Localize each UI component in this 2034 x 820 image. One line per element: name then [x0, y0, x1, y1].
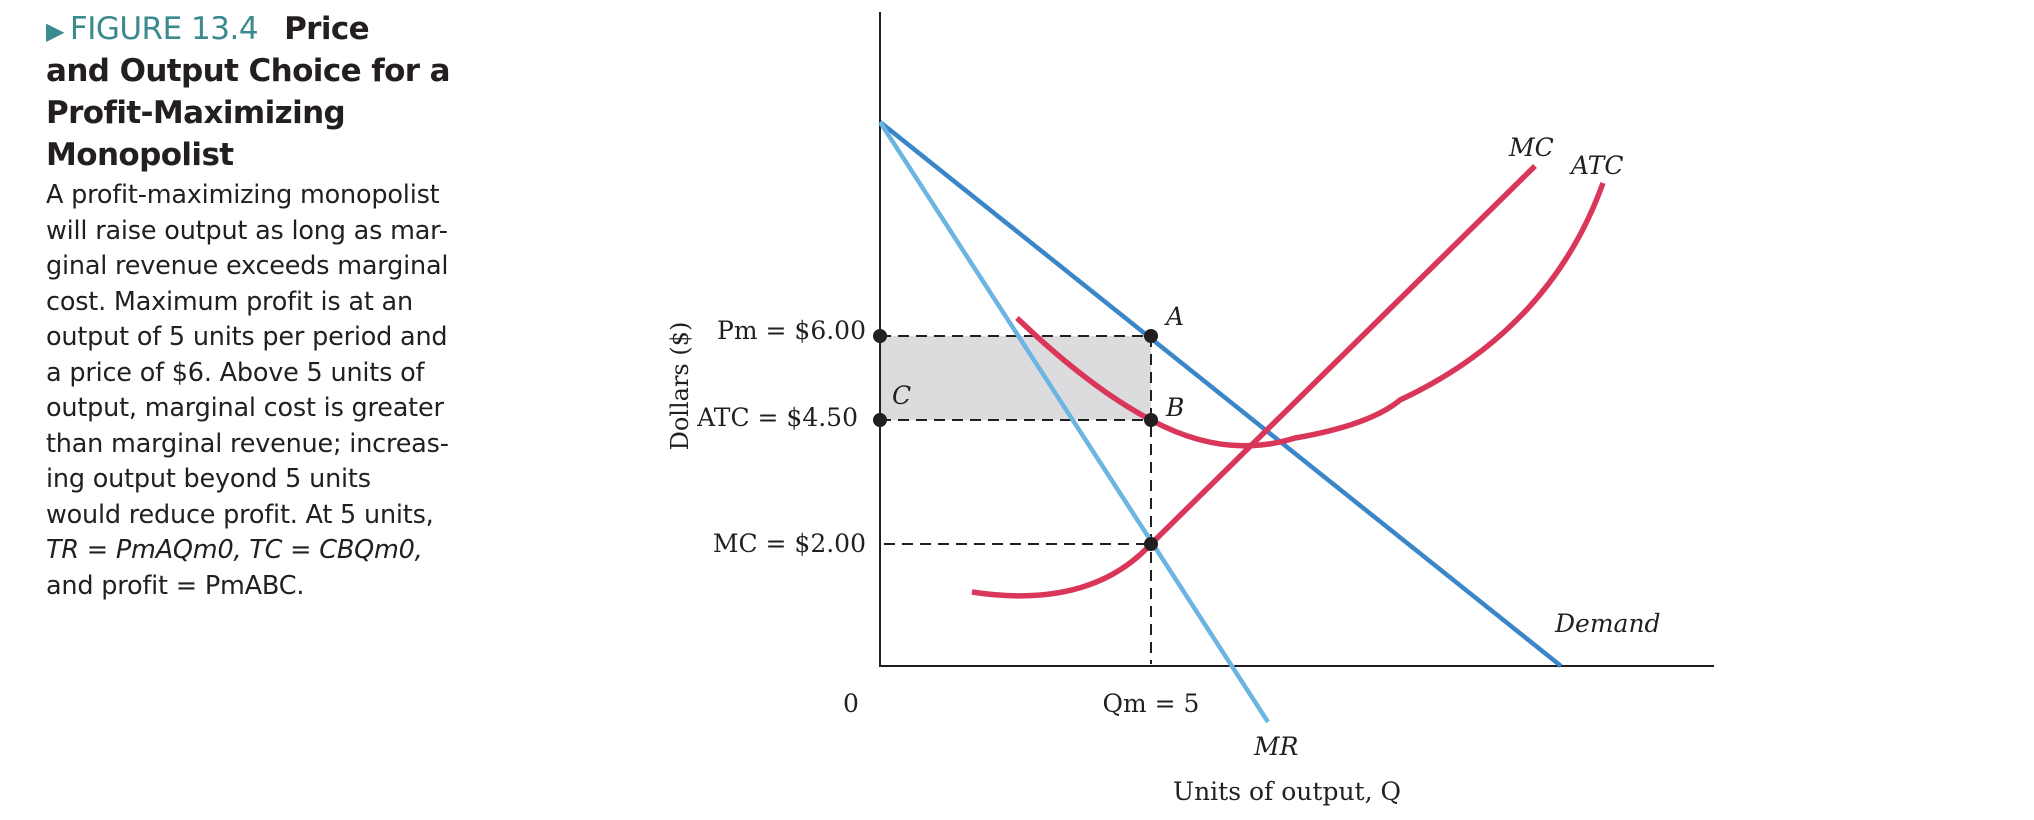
caption-equation-line: TR = PmAQm0, TC = CBQm0, [46, 535, 423, 565]
figure-number: FIGURE 13.4 [69, 11, 259, 47]
point-a [1144, 329, 1158, 343]
caption-line: A profit-maximizing monopolist [46, 180, 440, 210]
mr-curve-label: MR [1253, 732, 1298, 761]
atc-curve-label: ATC [1569, 151, 1624, 180]
triangle-bullet-icon: ▶ [46, 17, 64, 45]
title-first-word: Price [284, 11, 370, 47]
atc-curve [1015, 182, 1606, 449]
pm-point [873, 329, 887, 343]
caption-line: will raise output as long as mar- [46, 215, 448, 246]
point-b-label: B [1165, 393, 1184, 422]
caption-line: ing output beyond 5 units [46, 464, 371, 494]
atc-point [873, 413, 887, 427]
demand-curve [878, 120, 1563, 668]
y-axis-label: Dollars ($) [666, 322, 694, 451]
caption-line: output, marginal cost is greater [46, 393, 444, 423]
caption-line: than marginal revenue; increas- [46, 428, 449, 459]
mc-point [1144, 537, 1158, 551]
points [873, 329, 1158, 551]
x-axis-label: Units of output, Q [1173, 777, 1401, 806]
pm-price-label: Pm = $6.00 [717, 316, 866, 345]
title-rest: and Output Choice for a Profit-Maximizin… [46, 53, 451, 173]
caption-line: ginal revenue exceeds marginal [46, 251, 449, 281]
caption-line: cost. Maximum profit is at an [46, 286, 413, 317]
figure-caption: ▶ FIGURE 13.4 Price and Output Choice for … [46, 8, 466, 604]
mc-curve-label: MC [1508, 133, 1554, 162]
caption-line: a price of $6. Above 5 units of [46, 357, 425, 388]
guide-lines [880, 335, 1152, 664]
caption-line: output of 5 units per period and [46, 322, 448, 352]
caption-body: A profit-maximizing monopolist will rais… [46, 178, 466, 604]
atc-price-label: ATC = $4.50 [696, 403, 858, 432]
demand-curve-label: Demand [1554, 609, 1661, 638]
qm-label: Qm = 5 [1103, 689, 1200, 718]
point-a-label: A [1164, 302, 1184, 331]
point-b [1144, 413, 1158, 427]
mc-price-label: MC = $2.00 [713, 529, 866, 558]
caption-line: would reduce profit. At 5 units, [46, 499, 434, 530]
mr-curve [878, 120, 1270, 724]
origin-label: 0 [843, 689, 859, 718]
figure-title: ▶ FIGURE 13.4 Price and Output Choice for … [46, 8, 466, 176]
point-c-label: C [892, 381, 911, 410]
profit-area [880, 336, 1151, 420]
mc-curve [971, 164, 1537, 599]
caption-line: and profit = PmABC. [46, 570, 305, 601]
